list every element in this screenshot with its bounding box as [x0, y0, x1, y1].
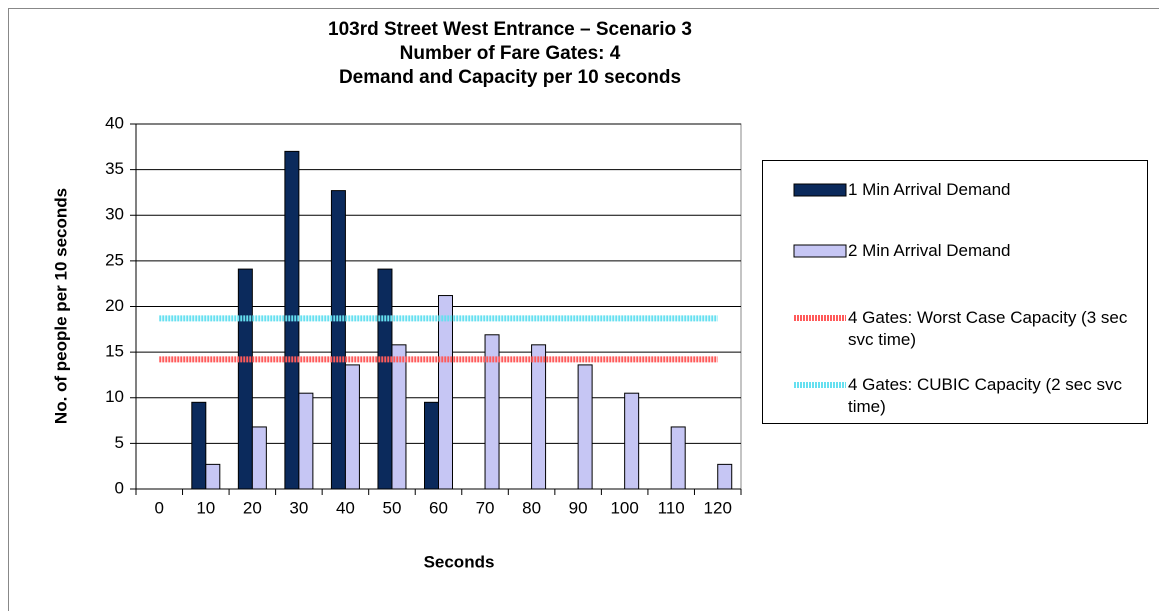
- bar: [424, 401, 439, 490]
- bar: [577, 364, 593, 490]
- legend-swatch: [793, 244, 847, 258]
- bar: [438, 295, 453, 490]
- bar: [377, 268, 393, 490]
- legend-label: 2 Min Arrival Demand: [848, 241, 1011, 260]
- legend-swatch: [793, 183, 847, 197]
- chart-border: [8, 8, 1159, 611]
- x-tick-label: 0: [155, 498, 164, 517]
- y-tick-label: 30: [105, 205, 124, 224]
- x-tick-label: 70: [476, 498, 495, 517]
- bar: [717, 463, 733, 490]
- legend-box: [762, 160, 1148, 424]
- bar: [237, 268, 253, 490]
- bar: [531, 344, 547, 490]
- y-tick-label: 40: [105, 113, 124, 132]
- y-tick-label: 35: [105, 159, 124, 178]
- x-tick-label: 110: [658, 498, 685, 517]
- legend-label: 1 Min Arrival Demand: [848, 180, 1011, 199]
- x-tick-label: 30: [289, 498, 308, 517]
- x-tick-label: 120: [704, 498, 732, 517]
- y-tick-label: 0: [115, 478, 124, 497]
- x-tick-label: 50: [383, 498, 402, 517]
- legend-label: 4 Gates: Worst Case Capacity (3 sec svc …: [848, 308, 1128, 349]
- bar: [191, 401, 207, 490]
- bar: [205, 463, 221, 490]
- legend-label: 4 Gates: CUBIC Capacity (2 sec svc time): [848, 375, 1122, 416]
- chart-title: Number of Fare Gates: 4: [400, 43, 621, 64]
- bar: [624, 392, 640, 490]
- y-axis-label: No. of people per 10 seconds: [51, 188, 70, 424]
- x-tick-label: 20: [243, 498, 262, 517]
- y-tick-label: 20: [105, 296, 124, 315]
- y-tick-label: 5: [115, 433, 124, 452]
- x-axis-label: Seconds: [424, 552, 495, 571]
- bar: [670, 426, 686, 490]
- chart-title: 103rd Street West Entrance – Scenario 3: [328, 19, 692, 40]
- bar: [484, 334, 500, 490]
- x-tick-label: 90: [569, 498, 588, 517]
- x-tick-label: 80: [522, 498, 541, 517]
- x-tick-label: 10: [196, 498, 215, 517]
- bar: [391, 344, 407, 490]
- bar: [330, 190, 346, 490]
- y-tick-label: 25: [105, 250, 124, 269]
- y-tick-label: 15: [105, 342, 124, 361]
- bar: [344, 364, 360, 490]
- bar: [298, 392, 314, 490]
- x-tick-label: 60: [429, 498, 448, 517]
- chart-title: Demand and Capacity per 10 seconds: [339, 67, 681, 88]
- x-tick-label: 100: [610, 498, 638, 517]
- bar: [251, 426, 267, 490]
- y-tick-label: 10: [105, 387, 124, 406]
- x-tick-label: 40: [336, 498, 355, 517]
